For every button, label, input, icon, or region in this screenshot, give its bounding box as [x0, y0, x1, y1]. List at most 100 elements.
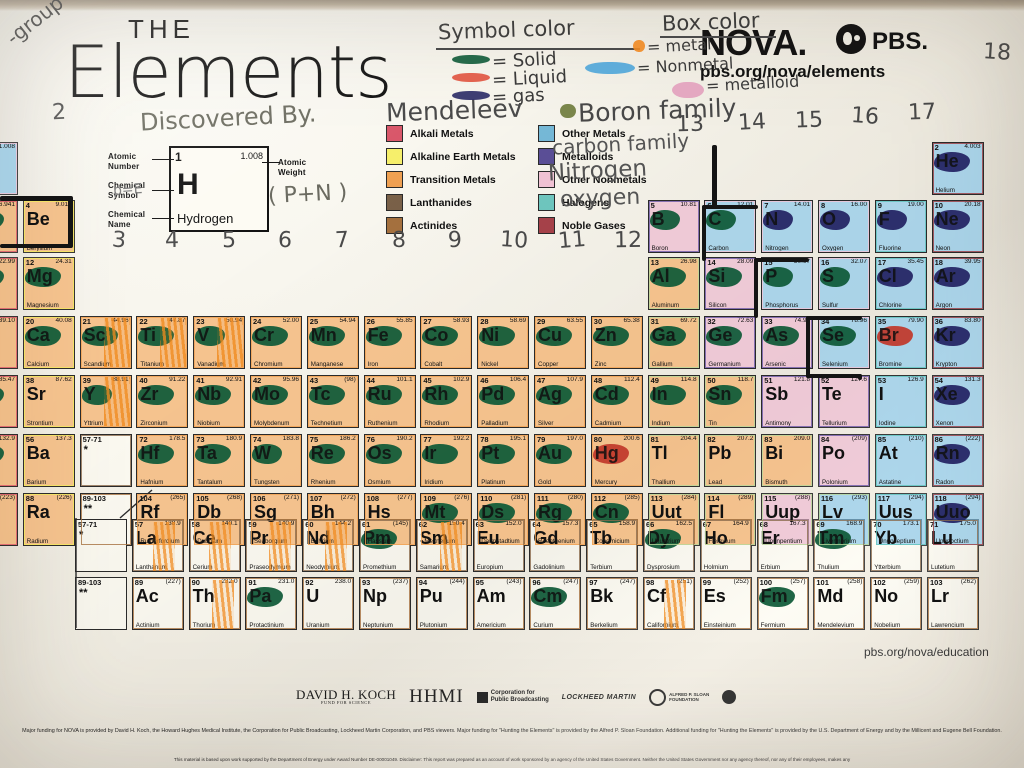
element-cell-Al[interactable]: 13 26.98 Al Aluminum: [648, 257, 700, 310]
element-cell-Np[interactable]: 93 (237) Np Neptunium: [359, 577, 411, 630]
element-cell-Cl[interactable]: 17 35.45 Cl Chlorine: [875, 257, 927, 310]
element-cell-Ca[interactable]: 20 40.08 Ca Calcium: [23, 316, 75, 369]
element-cell-Ar[interactable]: 18 39.95 Ar Argon: [932, 257, 984, 310]
element-cell-Cm[interactable]: 96 (247) Cm Curium: [529, 577, 581, 630]
element-cell-Sc[interactable]: 21 44.96 Sc Scandium: [80, 316, 132, 369]
element-cell-N[interactable]: 7 14.01 N Nitrogen: [761, 200, 813, 253]
chemical-symbol: Tb: [590, 529, 612, 547]
element-cell-Zr[interactable]: 40 91.22 Zr Zirconium: [136, 375, 188, 428]
element-cell-Cu[interactable]: 29 63.55 Cu Copper: [534, 316, 586, 369]
element-cell-Co[interactable]: 27 58.93 Co Cobalt: [420, 316, 472, 369]
atomic-weight: 157.3: [562, 520, 578, 527]
element-cell-Ac[interactable]: 89 (227) Ac Actinium: [132, 577, 184, 630]
element-cell-Pd[interactable]: 46 106.4 Pd Palladium: [477, 375, 529, 428]
paper-top-edge: [0, 0, 1024, 11]
element-cell-Sn[interactable]: 50 118.7 Sn Tin: [704, 375, 756, 428]
element-cell-Ru[interactable]: 44 101.1 Ru Ruthenium: [364, 375, 416, 428]
element-cell-Cd[interactable]: 48 112.4 Cd Cadmium: [591, 375, 643, 428]
element-cell-Ta[interactable]: 73 180.9 Ta Tantalum: [193, 434, 245, 487]
element-cell-Br[interactable]: 35 79.90 Br Bromine: [875, 316, 927, 369]
element-cell-Sb[interactable]: 51 121.8 Sb Antimony: [761, 375, 813, 428]
element-cell-Ir[interactable]: 77 192.2 Ir Iridium: [420, 434, 472, 487]
element-cell-Cf[interactable]: 98 (251) Cf Californium: [643, 577, 695, 630]
element-cell-Po[interactable]: 84 (209) Po Polonium: [818, 434, 870, 487]
element-cell-Sr[interactable]: 38 87.62 Sr Strontium: [23, 375, 75, 428]
chemical-symbol: Pu: [420, 587, 443, 605]
element-cell-Ag[interactable]: 47 107.9 Ag Silver: [534, 375, 586, 428]
element-cell-Au[interactable]: 79 197.0 Au Gold: [534, 434, 586, 487]
element-cell-Si[interactable]: 14 28.09 Si Silicon: [704, 257, 756, 310]
black-marker-row3-bottom: [0, 244, 72, 248]
element-cell-Na[interactable]: 1122.99NaSodium: [0, 257, 18, 310]
element-cell-W[interactable]: 74 183.8 W Tungsten: [250, 434, 302, 487]
element-cell-57-71[interactable]: 57-71 *: [75, 519, 127, 572]
element-cell-Fm[interactable]: 100 (257) Fm Fermium: [757, 577, 809, 630]
element-cell-Pt[interactable]: 78 195.1 Pt Platinum: [477, 434, 529, 487]
element-cell-Ra[interactable]: 88 (226) Ra Radium: [23, 493, 75, 546]
element-cell-I[interactable]: 53 126.9 I Iodine: [875, 375, 927, 428]
element-cell-U[interactable]: 92 238.0 U Uranium: [302, 577, 354, 630]
element-cell-Os[interactable]: 76 190.2 Os Osmium: [364, 434, 416, 487]
element-cell-Cs[interactable]: 55132.9CsCesium: [0, 434, 18, 487]
element-cell-Pu[interactable]: 94 (244) Pu Plutonium: [416, 577, 468, 630]
element-cell-No[interactable]: 102 (259) No Nobelium: [870, 577, 922, 630]
atomic-weight: 14.01: [794, 201, 810, 208]
element-cell-Mo[interactable]: 42 95.96 Mo Molybdenum: [250, 375, 302, 428]
element-cell-Bk[interactable]: 97 (247) Bk Berkelium: [586, 577, 638, 630]
element-name: Protactinium: [249, 622, 283, 629]
element-cell-57-71[interactable]: 57-71 *: [80, 434, 132, 487]
element-cell-Hf[interactable]: 72 178.5 Hf Hafnium: [136, 434, 188, 487]
element-cell-Se[interactable]: 34 78.96 Se Selenium: [818, 316, 870, 369]
element-cell-Te[interactable]: 52127.6TeTellurium: [818, 375, 870, 428]
element-cell-89-103[interactable]: 89-103 **: [75, 577, 127, 630]
element-cell-Th[interactable]: 90 232.0 Th Thorium: [189, 577, 241, 630]
element-cell-Nb[interactable]: 41 92.91 Nb Niobium: [193, 375, 245, 428]
element-cell-Ne[interactable]: 10 20.18 Ne Neon: [932, 200, 984, 253]
element-cell-Rh[interactable]: 45 102.9 Rh Rhodium: [420, 375, 472, 428]
element-cell-Hg[interactable]: 80 200.6 Hg Mercury: [591, 434, 643, 487]
element-cell-Md[interactable]: 101 (258) Md Mendelevium: [813, 577, 865, 630]
element-cell-F[interactable]: 9 19.00 F Fluorine: [875, 200, 927, 253]
element-cell-Y[interactable]: 39 88.91 Y Yttrium: [80, 375, 132, 428]
element-cell-Ba[interactable]: 56 137.3 Ba Barium: [23, 434, 75, 487]
element-cell-Rn[interactable]: 86 (222) Rn Radon: [932, 434, 984, 487]
element-cell-At[interactable]: 85 (210) At Astatine: [875, 434, 927, 487]
element-cell-B[interactable]: 5 10.81 B Boron: [648, 200, 700, 253]
element-cell-Ni[interactable]: 28 58.69 Ni Nickel: [477, 316, 529, 369]
element-cell-S[interactable]: 16 32.07 S Sulfur: [818, 257, 870, 310]
atomic-weight: (243): [506, 578, 521, 585]
element-name: Tin: [708, 420, 716, 427]
element-cell-H[interactable]: 11.008HHydrogen: [0, 142, 18, 195]
element-name: Neptunium: [363, 622, 393, 629]
element-cell-Fr[interactable]: 87(223)FrFrancium: [0, 493, 18, 546]
element-cell-Mn[interactable]: 25 54.94 Mn Manganese: [307, 316, 359, 369]
element-cell-Zn[interactable]: 30 65.38 Zn Zinc: [591, 316, 643, 369]
element-cell-O[interactable]: 8 16.00 O Oxygen: [818, 200, 870, 253]
element-cell-Es[interactable]: 99 (252) Es Einsteinium: [700, 577, 752, 630]
element-cell-V[interactable]: 23 50.94 V Vanadium: [193, 316, 245, 369]
element-cell-Fe[interactable]: 26 55.85 Fe Iron: [364, 316, 416, 369]
element-cell-Bi[interactable]: 83 209.0 Bi Bismuth: [761, 434, 813, 487]
element-cell-Cr[interactable]: 24 52.00 Cr Chromium: [250, 316, 302, 369]
element-cell-Tl[interactable]: 81 204.4 Tl Thallium: [648, 434, 700, 487]
chemical-symbol: Hs: [368, 503, 391, 521]
element-cell-Kr[interactable]: 36 83.80 Kr Krypton: [932, 316, 984, 369]
element-cell-Re[interactable]: 75 186.2 Re Rhenium: [307, 434, 359, 487]
element-cell-Am[interactable]: 95 (243) Am Americium: [473, 577, 525, 630]
element-name: Bismuth: [765, 479, 787, 486]
element-cell-Ti[interactable]: 22 47.87 Ti Titanium: [136, 316, 188, 369]
element-cell-He[interactable]: 2 4.003 He Helium: [932, 142, 984, 195]
element-cell-Rb[interactable]: 3785.47RbRubidium: [0, 375, 18, 428]
element-cell-Tc[interactable]: 43 (98) Tc Technetium: [307, 375, 359, 428]
element-cell-Ge[interactable]: 32 72.63 Ge Germanium: [704, 316, 756, 369]
element-cell-Pa[interactable]: 91 231.0 Pa Protactinium: [245, 577, 297, 630]
element-cell-K[interactable]: 1939.10KPotassium: [0, 316, 18, 369]
element-cell-Mg[interactable]: 12 24.31 Mg Magnesium: [23, 257, 75, 310]
element-cell-Pb[interactable]: 82 207.2 Pb Lead: [704, 434, 756, 487]
element-cell-Xe[interactable]: 54 131.3 Xe Xenon: [932, 375, 984, 428]
element-cell-In[interactable]: 49 114.8 In Indium: [648, 375, 700, 428]
element-cell-P[interactable]: 1530.97PPhosphorus: [761, 257, 813, 310]
education-url[interactable]: pbs.org/nova/education: [864, 645, 989, 659]
element-cell-Lr[interactable]: 103 (262) Lr Lawrencium: [927, 577, 979, 630]
element-cell-Ga[interactable]: 31 69.72 Ga Gallium: [648, 316, 700, 369]
